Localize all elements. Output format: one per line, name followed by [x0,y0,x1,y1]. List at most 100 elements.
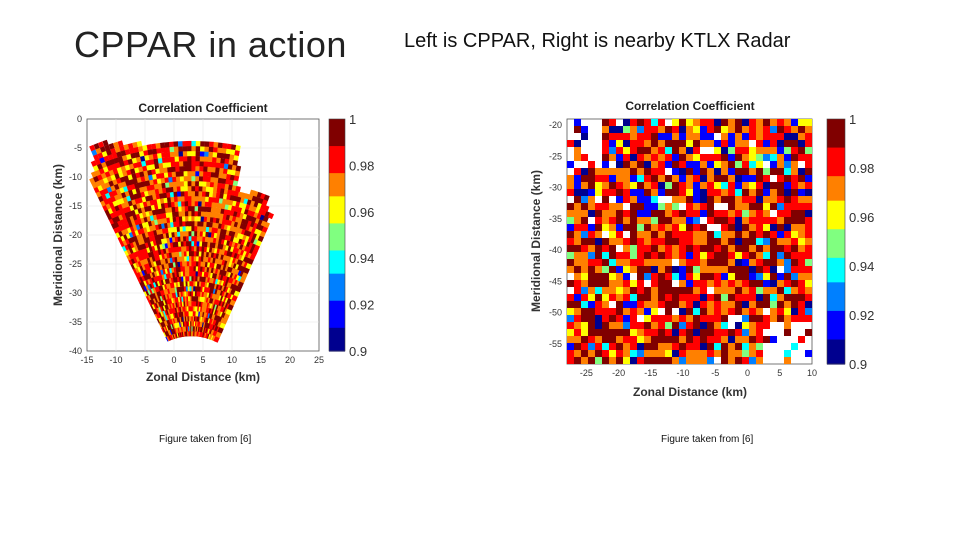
heatmap-cell [581,301,588,308]
colorbar-segment [827,355,845,361]
colorbar-segment [329,169,345,174]
heatmap-cell [672,350,679,357]
heatmap-cell [211,166,217,173]
heatmap-cell [208,151,214,158]
heatmap-cell [805,308,812,315]
heatmap-cell [602,168,609,175]
heatmap-cell [588,357,595,364]
heatmap-cell [805,175,812,182]
heatmap-cell [651,350,658,357]
colorbar-segment [329,335,345,340]
y-tick-label: -20 [69,230,82,240]
heatmap-cell [609,280,616,287]
colorbar-tick-label: 0.94 [849,259,874,274]
heatmap-cell [721,245,728,252]
heatmap-cell [595,175,602,182]
colorbar-segment [329,130,345,136]
heatmap-cell [567,175,574,182]
heatmap-cell [574,322,581,329]
heatmap-cell [693,126,700,133]
heatmap-cell [134,151,141,158]
heatmap-cell [756,287,763,294]
heatmap-cell [665,287,672,294]
heatmap-cell [609,357,616,364]
heatmap-cell [230,149,236,156]
heatmap-cell [791,224,798,231]
heatmap-cell [798,203,805,210]
heatmap-cell [567,245,574,252]
heatmap-cell [200,141,205,147]
heatmap-cell [609,203,616,210]
heatmap-cell [693,259,700,266]
heatmap-cell [163,167,169,173]
heatmap-cell [777,196,784,203]
heatmap-cell [721,252,728,259]
heatmap-cell [574,182,581,189]
heatmap-cell [665,315,672,322]
heatmap-cell [206,181,212,188]
heatmap-cell [791,294,798,301]
heatmap-cell [693,329,700,336]
heatmap-cell [770,294,777,301]
heatmap-cell [707,154,714,161]
heatmap-cell [616,287,623,294]
left-cc-plot: Correlation Coefficient 0-5-10-15-20-25-… [51,101,374,384]
heatmap-cell [637,329,644,336]
heatmap-cell [777,126,784,133]
heatmap-cell [791,217,798,224]
heatmap-cell [728,280,735,287]
heatmap-cell [180,186,186,192]
heatmap-cell [574,196,581,203]
heatmap-cell [693,189,700,196]
heatmap-cell [127,158,134,165]
heatmap-cell [623,280,630,287]
heatmap-cell [609,336,616,343]
heatmap-cell [581,238,588,245]
heatmap-cell [199,166,205,172]
heatmap-cell [637,266,644,273]
heatmap-cell [714,126,721,133]
heatmap-cell [658,154,665,161]
heatmap-cell [263,194,270,201]
heatmap-cell [749,329,756,336]
heatmap-cell [749,119,756,126]
heatmap-cell [630,294,637,301]
heatmap-cell [616,203,623,210]
heatmap-cell [574,210,581,217]
heatmap-cell [123,159,130,166]
heatmap-cell [693,140,700,147]
heatmap-cell [588,350,595,357]
heatmap-cell [742,182,749,189]
heatmap-cell [805,154,812,161]
heatmap-cell [175,171,181,177]
colorbar-segment [329,262,345,267]
heatmap-cell [749,126,756,133]
heatmap-cell [630,287,637,294]
heatmap-cell [777,259,784,266]
heatmap-cell [658,259,665,266]
heatmap-cell [798,126,805,133]
heatmap-cell [567,315,574,322]
colorbar-segment [827,151,845,157]
colorbar-segment [827,306,845,312]
heatmap-cell [574,119,581,126]
heatmap-cell [742,231,749,238]
heatmap-cell [721,350,728,357]
heatmap-cell [798,252,805,259]
heatmap-cell [567,301,574,308]
heatmap-cell [166,156,172,163]
heatmap-cell [199,151,205,157]
heatmap-cell [707,308,714,315]
heatmap-cell [686,350,693,357]
heatmap-cell [637,301,644,308]
heatmap-cell [665,182,672,189]
heatmap-cell [798,238,805,245]
heatmap-cell [644,182,651,189]
heatmap-cell [728,231,735,238]
heatmap-cell [714,189,721,196]
heatmap-cell [195,161,201,167]
heatmap-cell [805,287,812,294]
heatmap-cell [749,154,756,161]
heatmap-cell [259,230,267,238]
heatmap-cell [651,238,658,245]
